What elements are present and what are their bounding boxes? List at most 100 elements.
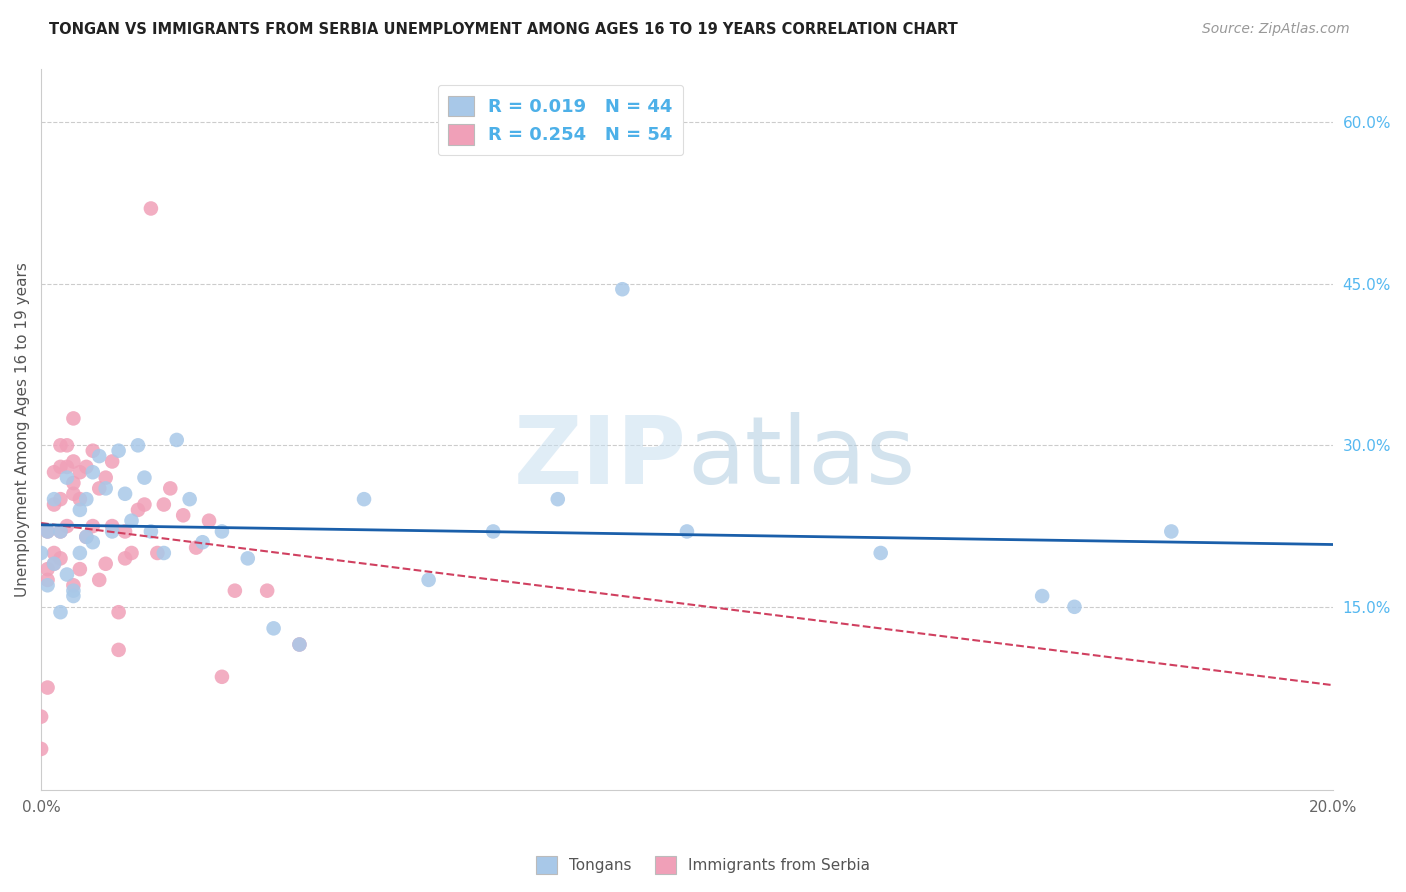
Point bbox=[69, 546, 91, 560]
Point bbox=[353, 492, 375, 507]
Text: ZIP: ZIP bbox=[515, 412, 688, 504]
Point bbox=[62, 589, 84, 603]
Point bbox=[256, 583, 278, 598]
Point bbox=[153, 546, 176, 560]
Text: Source: ZipAtlas.com: Source: ZipAtlas.com bbox=[1202, 22, 1350, 37]
Point bbox=[37, 524, 59, 539]
Point bbox=[101, 524, 124, 539]
Point bbox=[107, 643, 129, 657]
Point bbox=[114, 551, 136, 566]
Point bbox=[56, 459, 79, 474]
Point bbox=[159, 482, 181, 496]
Point bbox=[49, 524, 72, 539]
Point bbox=[94, 557, 117, 571]
Point bbox=[134, 498, 156, 512]
Y-axis label: Unemployment Among Ages 16 to 19 years: Unemployment Among Ages 16 to 19 years bbox=[15, 261, 30, 597]
Point bbox=[89, 573, 111, 587]
Point bbox=[75, 459, 97, 474]
Point bbox=[75, 530, 97, 544]
Point bbox=[153, 498, 176, 512]
Point bbox=[107, 605, 129, 619]
Legend: R = 0.019   N = 44, R = 0.254   N = 54: R = 0.019 N = 44, R = 0.254 N = 54 bbox=[437, 85, 683, 155]
Text: atlas: atlas bbox=[688, 412, 915, 504]
Point bbox=[134, 470, 156, 484]
Point bbox=[482, 524, 505, 539]
Point bbox=[42, 465, 65, 479]
Point bbox=[82, 519, 104, 533]
Point bbox=[1031, 589, 1053, 603]
Point bbox=[127, 503, 149, 517]
Legend: Tongans, Immigrants from Serbia: Tongans, Immigrants from Serbia bbox=[530, 850, 876, 880]
Point bbox=[49, 438, 72, 452]
Point bbox=[236, 551, 259, 566]
Point bbox=[114, 487, 136, 501]
Point bbox=[612, 282, 634, 296]
Point bbox=[263, 621, 285, 635]
Point bbox=[211, 524, 233, 539]
Point bbox=[224, 583, 246, 598]
Point bbox=[288, 638, 311, 652]
Point bbox=[69, 492, 91, 507]
Point bbox=[146, 546, 169, 560]
Point bbox=[211, 670, 233, 684]
Point bbox=[42, 557, 65, 571]
Point bbox=[288, 638, 311, 652]
Point bbox=[121, 514, 143, 528]
Point bbox=[418, 573, 440, 587]
Point bbox=[101, 454, 124, 468]
Point bbox=[49, 605, 72, 619]
Point bbox=[30, 709, 52, 723]
Point bbox=[42, 492, 65, 507]
Point bbox=[869, 546, 891, 560]
Point bbox=[62, 578, 84, 592]
Point bbox=[179, 492, 201, 507]
Point bbox=[56, 519, 79, 533]
Point bbox=[37, 681, 59, 695]
Point bbox=[49, 551, 72, 566]
Point bbox=[30, 742, 52, 756]
Point bbox=[69, 503, 91, 517]
Point bbox=[94, 470, 117, 484]
Point bbox=[56, 567, 79, 582]
Point bbox=[82, 535, 104, 549]
Point bbox=[82, 465, 104, 479]
Point bbox=[82, 443, 104, 458]
Point bbox=[56, 470, 79, 484]
Point bbox=[198, 514, 221, 528]
Point bbox=[49, 459, 72, 474]
Point bbox=[184, 541, 207, 555]
Point bbox=[676, 524, 699, 539]
Point bbox=[127, 438, 149, 452]
Point bbox=[56, 438, 79, 452]
Point bbox=[62, 475, 84, 490]
Point bbox=[1160, 524, 1182, 539]
Point bbox=[547, 492, 569, 507]
Point bbox=[89, 482, 111, 496]
Point bbox=[1063, 599, 1085, 614]
Point bbox=[37, 573, 59, 587]
Point bbox=[75, 530, 97, 544]
Point bbox=[107, 443, 129, 458]
Point bbox=[62, 454, 84, 468]
Point bbox=[42, 557, 65, 571]
Text: TONGAN VS IMMIGRANTS FROM SERBIA UNEMPLOYMENT AMONG AGES 16 TO 19 YEARS CORRELAT: TONGAN VS IMMIGRANTS FROM SERBIA UNEMPLO… bbox=[49, 22, 957, 37]
Point bbox=[166, 433, 188, 447]
Point bbox=[114, 524, 136, 539]
Point bbox=[62, 487, 84, 501]
Point bbox=[172, 508, 194, 523]
Point bbox=[69, 465, 91, 479]
Point bbox=[191, 535, 214, 549]
Point bbox=[42, 498, 65, 512]
Point bbox=[49, 524, 72, 539]
Point bbox=[37, 524, 59, 539]
Point bbox=[30, 546, 52, 560]
Point bbox=[62, 583, 84, 598]
Point bbox=[37, 578, 59, 592]
Point bbox=[101, 519, 124, 533]
Point bbox=[49, 492, 72, 507]
Point bbox=[75, 492, 97, 507]
Point bbox=[94, 482, 117, 496]
Point bbox=[139, 202, 162, 216]
Point bbox=[69, 562, 91, 576]
Point bbox=[42, 546, 65, 560]
